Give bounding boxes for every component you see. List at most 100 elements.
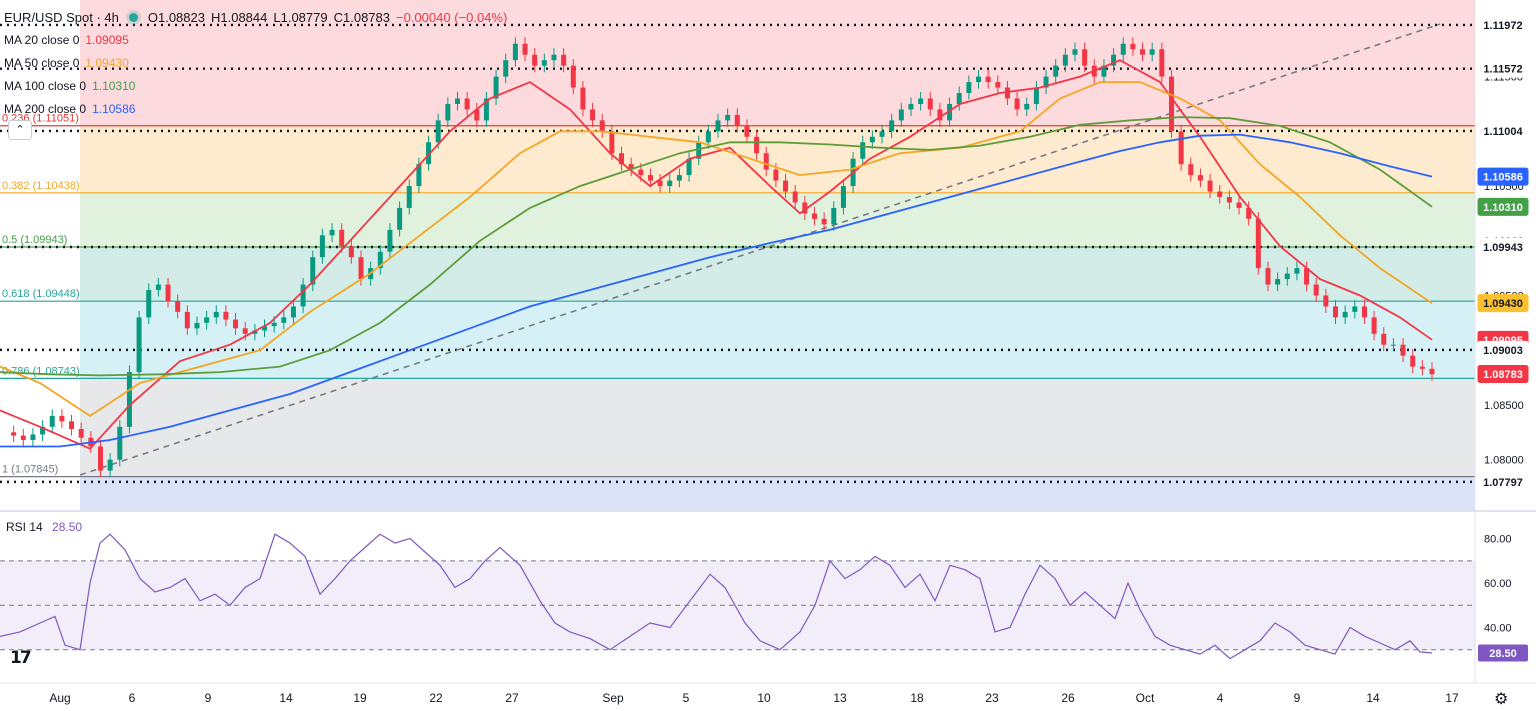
candle-body — [329, 229, 335, 236]
candle-body — [1014, 98, 1020, 110]
fib-zone — [80, 301, 1475, 379]
candle-body — [1217, 191, 1223, 197]
rsi-line — [0, 533, 1433, 660]
time-tick-label: 5 — [683, 691, 690, 705]
market-status-icon — [128, 13, 138, 22]
ohlc-close: C1.08783 — [333, 10, 390, 25]
candle-body — [242, 328, 248, 334]
candle-body — [464, 98, 470, 110]
candle-body — [300, 284, 306, 307]
candle-body — [155, 284, 161, 291]
candle-body — [1429, 368, 1435, 375]
fib-label: 0.618 (1.09448) — [2, 288, 80, 300]
time-tick-label: 18 — [910, 691, 924, 705]
candle-body — [676, 175, 682, 181]
candle-body — [416, 164, 422, 187]
candle-body — [995, 82, 1001, 88]
rsi-tick-label: 60.00 — [1484, 578, 1512, 590]
candle-body — [580, 87, 586, 110]
time-tick-label: 10 — [757, 691, 771, 705]
candle-body — [1072, 49, 1078, 55]
candle-body — [49, 415, 55, 427]
rsi-legend[interactable]: RSI 14 28.50 — [6, 520, 82, 534]
candle-body — [918, 98, 924, 104]
candle-body — [734, 114, 740, 126]
candle-body — [204, 317, 210, 323]
candle-body — [1111, 54, 1117, 66]
candle-body — [628, 164, 634, 170]
candle-body — [1033, 87, 1039, 104]
candle-body — [1342, 311, 1348, 318]
candle-body — [1207, 180, 1213, 192]
price-tick-label: 1.08500 — [1484, 400, 1524, 412]
candle-body — [1294, 268, 1300, 274]
candle-body — [821, 218, 827, 225]
candle-body — [126, 372, 132, 427]
collapse-legend-button[interactable]: ⌃ — [8, 120, 32, 140]
candle-body — [908, 103, 914, 110]
candle-body — [1004, 87, 1010, 99]
time-tick-label: Sep — [602, 691, 624, 705]
price-tag-label: 1.10586 — [1483, 172, 1523, 184]
ma100-name: MA 100 close 0 — [4, 79, 87, 93]
candle-body — [1168, 76, 1174, 132]
price-tag-label: 1.11004 — [1483, 126, 1523, 138]
price-tag-label: 1.11572 — [1483, 64, 1522, 76]
rsi-value: 28.50 — [52, 520, 83, 534]
candle-body — [503, 60, 509, 77]
symbol-title[interactable]: EUR/USD Spot · 4h — [4, 10, 119, 25]
candle-body — [1381, 333, 1387, 345]
tradingview-logo[interactable]: 17 — [10, 648, 32, 668]
candle-body — [426, 142, 432, 165]
candle-body — [638, 169, 644, 176]
candle-body — [97, 446, 103, 471]
time-tick-label: 9 — [205, 691, 212, 705]
candle-body — [840, 186, 846, 208]
candle-body — [947, 103, 953, 121]
candle-body — [619, 153, 625, 165]
candle-body — [609, 131, 615, 154]
ma100-legend[interactable]: MA 100 close 0 1.10310 — [4, 75, 507, 98]
ma20-legend[interactable]: MA 20 close 0 1.09095 — [4, 29, 507, 52]
candle-body — [233, 319, 239, 329]
candle-body — [1188, 164, 1194, 176]
candle-body — [397, 207, 403, 230]
rsi-value-tag: 28.50 — [1489, 648, 1517, 660]
time-tick-label: 19 — [353, 691, 367, 705]
candle-body — [493, 76, 499, 99]
candle-body — [686, 158, 692, 176]
price-tag-box — [1477, 121, 1529, 140]
candle-body — [1361, 306, 1367, 318]
time-tick-label: 14 — [1366, 691, 1380, 705]
candle-body — [474, 109, 480, 121]
candle-body — [1149, 49, 1155, 55]
candle-body — [175, 300, 181, 312]
price-tag-box — [1477, 59, 1529, 78]
fib-label: 0.382 (1.10438) — [2, 180, 80, 192]
symbol-row[interactable]: EUR/USD Spot · 4h O1.08823 H1.08844 L1.0… — [4, 6, 507, 29]
price-tag-box — [1477, 340, 1529, 359]
price-tag-box — [1477, 472, 1529, 491]
candle-body — [541, 60, 547, 66]
candle-body — [358, 257, 364, 280]
candle-body — [898, 109, 904, 121]
candle-body — [1410, 355, 1416, 367]
candle-body — [165, 284, 171, 301]
candle-body — [30, 434, 36, 440]
ma50-legend[interactable]: MA 50 close 0 1.09430 — [4, 52, 507, 75]
candle-body — [792, 191, 798, 203]
candle-body — [985, 76, 991, 83]
ma200-legend[interactable]: MA 200 close 0 1.10586 — [4, 98, 507, 121]
candle-body — [927, 98, 933, 110]
candle-body — [937, 109, 943, 121]
rsi-title: RSI 14 — [6, 520, 43, 534]
candle-body — [454, 98, 460, 104]
gear-icon[interactable]: ⚙ — [1494, 691, 1509, 708]
ma50-name: MA 50 close 0 — [4, 56, 80, 70]
candle-body — [783, 180, 789, 192]
ma200-name: MA 200 close 0 — [4, 102, 87, 116]
candle-body — [107, 459, 113, 471]
candle-body — [512, 43, 518, 61]
candle-body — [667, 180, 673, 187]
